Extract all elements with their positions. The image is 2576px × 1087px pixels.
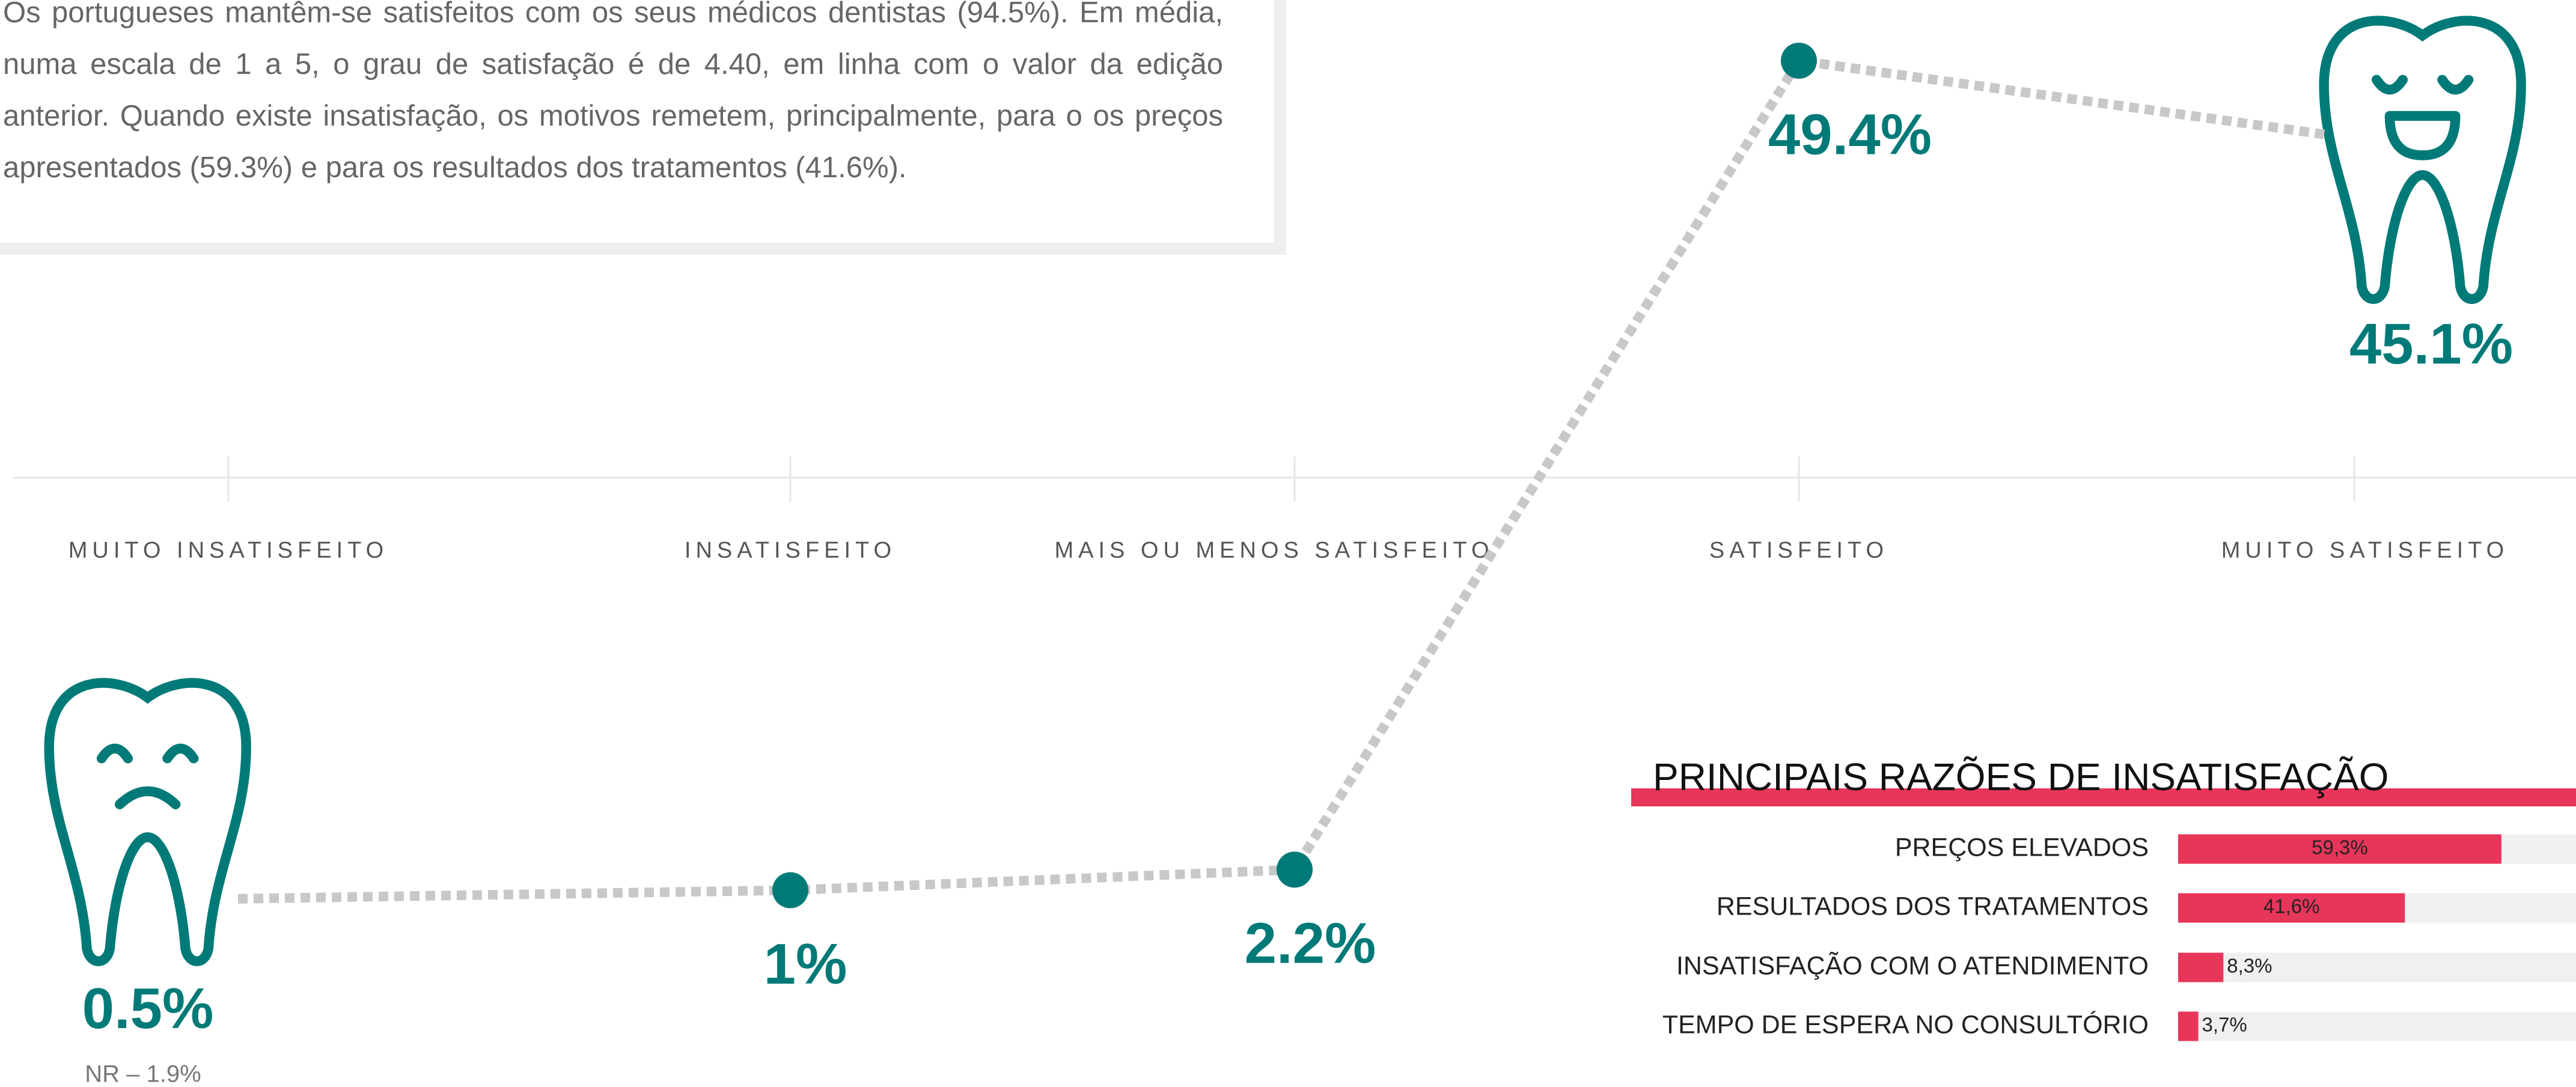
title-band	[1631, 788, 2576, 806]
value-label: 1%	[764, 932, 847, 996]
value-label: 8,3%	[2227, 955, 2272, 977]
x-tick-label: MUITO SATISFEITO	[2221, 538, 2509, 563]
x-tick-label: MUITO INSATISFEITO	[69, 538, 388, 563]
line	[237, 55, 2325, 904]
x-tick-label: SATISFEITO	[1709, 538, 1888, 563]
bar-track	[2178, 952, 2576, 982]
category-label: RESULTADOS DOS TRATAMENTOS	[1717, 892, 2149, 921]
category-label: INSATISFAÇÃO COM O ATENDIMENTO	[1676, 951, 2149, 980]
intro-text: Os portugueses mantêm-se satisfeitos com…	[3, 0, 1223, 184]
bar	[2178, 834, 2501, 864]
point	[1781, 43, 1817, 79]
bar	[2178, 952, 2224, 982]
chart-title: PRINCIPAIS RAZÕES DE INSATISFAÇÃO	[1653, 755, 2389, 799]
value-label: 41,6%	[2263, 895, 2320, 918]
value-label: 59,3%	[2312, 836, 2368, 859]
x-tick-label: MAIS OU MENOS SATISFEITO	[1054, 538, 1494, 563]
point	[772, 872, 808, 909]
note: NR – 1.9%	[85, 1061, 201, 1087]
value-label: 45.1%	[2349, 312, 2513, 376]
category-label: TEMPO DE ESPERA NO CONSULTÓRIO	[1662, 1010, 2149, 1039]
sad-tooth	[49, 683, 246, 961]
bar	[2178, 1011, 2199, 1041]
bar	[2178, 893, 2405, 923]
happy-tooth	[2324, 20, 2521, 299]
intro-box: Os portugueses mantêm-se satisfeitos com…	[0, 0, 1286, 255]
x-tick-label: INSATISFEITO	[685, 538, 896, 563]
value-label: 49.4%	[1768, 102, 1932, 166]
value-label: 2.2%	[1245, 912, 1376, 976]
bar-track	[2178, 1011, 2576, 1041]
point	[1277, 851, 1313, 888]
value-label: 3,7%	[2202, 1014, 2247, 1036]
value-label: 0.5%	[82, 976, 214, 1041]
category-label: PREÇOS ELEVADOS	[1895, 833, 2149, 862]
